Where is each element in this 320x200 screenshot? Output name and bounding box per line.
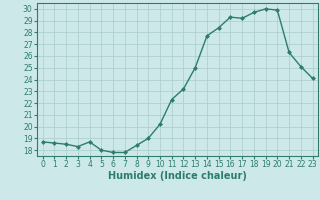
X-axis label: Humidex (Indice chaleur): Humidex (Indice chaleur) [108, 171, 247, 181]
